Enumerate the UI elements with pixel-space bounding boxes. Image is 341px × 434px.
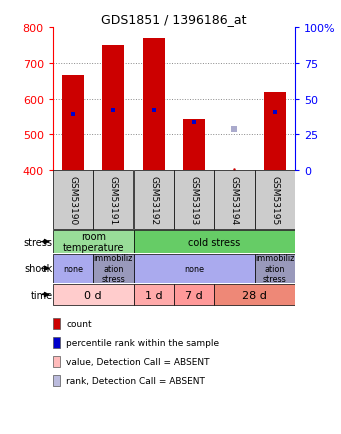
Text: stress: stress [24, 237, 53, 247]
Text: time: time [31, 290, 53, 300]
Bar [143, 39, 165, 171]
Bar [93, 254, 134, 283]
Bar [102, 46, 124, 171]
Bar [255, 254, 295, 283]
Bar [214, 171, 254, 230]
Bar [134, 284, 174, 306]
Text: GSM53194: GSM53194 [230, 176, 239, 225]
Text: 28 d: 28 d [242, 290, 267, 300]
Text: rank, Detection Call = ABSENT: rank, Detection Call = ABSENT [66, 376, 205, 385]
Text: value, Detection Call = ABSENT: value, Detection Call = ABSENT [66, 357, 210, 366]
Text: GSM53192: GSM53192 [149, 176, 158, 225]
Bar [53, 284, 134, 306]
Text: GSM53193: GSM53193 [190, 176, 198, 225]
Bar [134, 254, 255, 283]
Text: room
temperature: room temperature [62, 231, 124, 253]
Bar [183, 120, 205, 171]
Title: GDS1851 / 1396186_at: GDS1851 / 1396186_at [101, 13, 247, 26]
Text: 1 d: 1 d [145, 290, 163, 300]
Text: percentile rank within the sample: percentile rank within the sample [66, 338, 220, 347]
Text: GSM53191: GSM53191 [109, 176, 118, 225]
Text: count: count [66, 319, 92, 328]
Text: immobiliz
ation
stress: immobiliz ation stress [94, 254, 133, 283]
Text: none: none [63, 264, 83, 273]
Bar [53, 231, 134, 253]
Bar [264, 93, 286, 171]
Text: 7 d: 7 d [185, 290, 203, 300]
Bar [214, 284, 295, 306]
Text: shock: shock [25, 263, 53, 273]
Bar [134, 171, 174, 230]
Text: immobiliz
ation
stress: immobiliz ation stress [255, 254, 295, 283]
Bar [255, 171, 295, 230]
Text: none: none [184, 264, 204, 273]
Text: GSM53190: GSM53190 [69, 176, 77, 225]
Text: 0 d: 0 d [84, 290, 102, 300]
Text: cold stress: cold stress [188, 237, 240, 247]
Bar [53, 254, 93, 283]
Text: GSM53195: GSM53195 [270, 176, 279, 225]
Bar [93, 171, 133, 230]
Bar [134, 231, 295, 253]
Bar [174, 171, 214, 230]
Bar [53, 171, 93, 230]
Bar [62, 76, 84, 171]
Bar [174, 284, 214, 306]
